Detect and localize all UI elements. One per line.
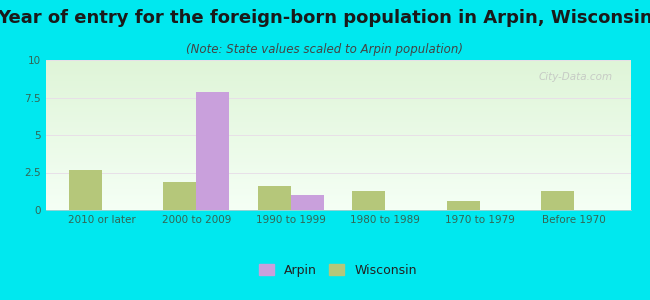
Bar [447,201,480,210]
Text: City-Data.com: City-Data.com [539,72,613,82]
Text: (Note: State values scaled to Arpin population): (Note: State values scaled to Arpin popu… [187,44,463,56]
Bar [69,169,102,210]
Bar [541,190,574,210]
Bar [291,195,324,210]
Bar [258,186,291,210]
Text: Year of entry for the foreign-born population in Arpin, Wisconsin: Year of entry for the foreign-born popul… [0,9,650,27]
Bar [352,190,385,210]
Bar [163,182,196,210]
Legend: Arpin, Wisconsin: Arpin, Wisconsin [254,259,422,282]
Bar [196,92,229,210]
